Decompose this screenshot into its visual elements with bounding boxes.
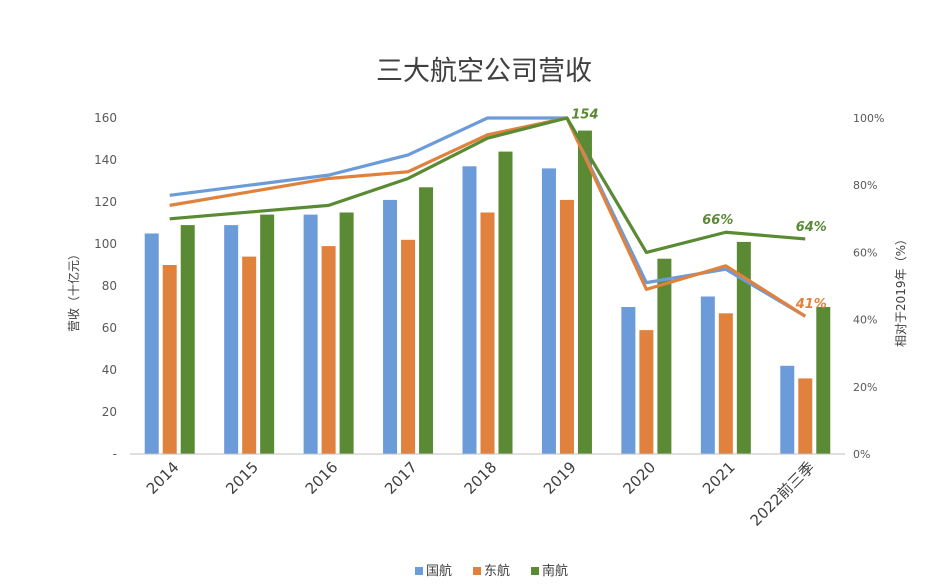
y2-tick-label: 20% <box>853 381 877 394</box>
y-tick-label: 40 <box>102 363 117 377</box>
data-label: 154 <box>571 108 598 123</box>
y2-tick-label: 40% <box>853 314 877 327</box>
legend-label-国航: 国航 <box>426 563 452 579</box>
bar-南航-2019 <box>577 130 592 454</box>
bar-南航-2021 <box>736 241 751 454</box>
y2-tick-label: 80% <box>853 179 877 192</box>
legend-swatch-国航 <box>415 567 423 575</box>
bar-东航-2022前三季 <box>798 378 813 454</box>
bar-南航-2016 <box>339 212 354 454</box>
bar-国航-2018 <box>462 166 477 455</box>
bar-国航-2019 <box>541 168 556 454</box>
y-axis-label: 营收（十亿元） <box>66 248 81 332</box>
bar-东航-2021 <box>718 313 733 454</box>
y-tick-label: 140 <box>94 153 117 167</box>
bar-国航-2016 <box>303 214 318 454</box>
x-tick-label: 2015 <box>222 458 262 498</box>
y2-tick-label: 100% <box>853 112 884 125</box>
legend: 国航 东航 南航 <box>415 563 568 579</box>
bar-group <box>144 130 831 455</box>
x-tick-label: 2019 <box>540 458 580 498</box>
bar-南航-2020 <box>657 258 672 454</box>
y-tick-label: 100 <box>94 237 117 251</box>
x-tick-label: 2014 <box>143 458 183 498</box>
y2-tick-label: 60% <box>853 246 877 259</box>
line-series-2 <box>169 116 806 254</box>
data-label: 64% <box>796 220 827 235</box>
bar-东航-2019 <box>559 199 574 454</box>
bar-国航-2021 <box>700 296 715 454</box>
bar-国航-2022前三季 <box>780 365 795 454</box>
y-tick-label: 120 <box>94 195 117 209</box>
bar-东航-2014 <box>162 265 177 454</box>
bar-南航-2017 <box>419 187 434 455</box>
line-group <box>169 116 807 318</box>
x-tick-label: 2020 <box>619 458 659 498</box>
line-series-1 <box>169 116 807 318</box>
bar-南航-2018 <box>498 151 513 454</box>
legend-label-南航: 南航 <box>542 563 568 579</box>
x-tick-label: 2022前三季 <box>747 458 819 530</box>
y2-axis-label: 相对于2019年（%） <box>894 233 908 347</box>
legend-swatch-南航 <box>531 567 539 575</box>
y-tick-label: - <box>113 447 117 461</box>
x-tick-label: 2017 <box>381 458 421 498</box>
bar-国航-2014 <box>144 233 159 454</box>
data-label: 66% <box>702 213 733 228</box>
x-tick-label: 2016 <box>302 458 342 498</box>
bar-国航-2015 <box>224 225 239 454</box>
bar-南航-2015 <box>260 214 275 454</box>
legend-swatch-东航 <box>473 567 481 575</box>
bar-国航-2020 <box>621 307 636 454</box>
bar-国航-2017 <box>383 199 398 454</box>
bar-东航-2020 <box>639 330 654 454</box>
y-tick-label: 80 <box>102 279 117 293</box>
x-axis-ticks: 2014 2015 2016 2017 2018 2019 2020 2021 2022前三季 <box>143 458 818 530</box>
bar-南航-2022前三季 <box>816 307 831 454</box>
bar-东航-2018 <box>480 212 495 454</box>
y2-axis-ticks: 0% 20% 40% 60% 80% 100% <box>853 112 884 461</box>
bar-东航-2017 <box>401 239 416 454</box>
bar-东航-2015 <box>242 256 257 454</box>
data-label: 41% <box>795 297 827 312</box>
y-tick-label: 160 <box>94 111 117 125</box>
bar-东航-2016 <box>321 246 336 454</box>
x-tick-label: 2018 <box>461 458 501 498</box>
annotations: 154 66% 64% 41% <box>571 108 826 313</box>
y-tick-label: 60 <box>102 321 117 335</box>
chart-title: 三大航空公司营收 <box>376 56 592 87</box>
y2-tick-label: 0% <box>853 448 870 461</box>
legend-label-东航: 东航 <box>484 563 510 579</box>
bar-南航-2014 <box>180 225 195 454</box>
x-tick-label: 2021 <box>699 458 739 498</box>
y-axis-ticks: - 20 40 60 80 100 120 140 160 <box>94 111 117 461</box>
y-tick-label: 20 <box>102 405 117 419</box>
